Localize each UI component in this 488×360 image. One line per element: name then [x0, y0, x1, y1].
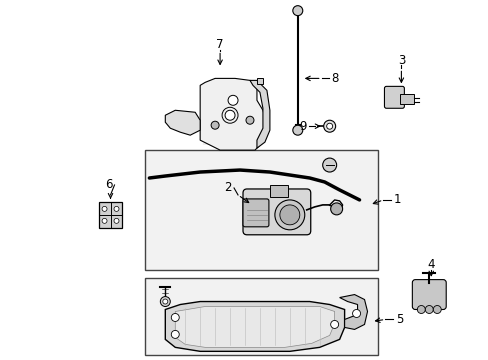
- Circle shape: [163, 299, 167, 304]
- FancyBboxPatch shape: [411, 280, 446, 310]
- Bar: [145, 278, 378, 355]
- Bar: [400, 94, 413, 104]
- Circle shape: [274, 200, 304, 230]
- Circle shape: [292, 125, 302, 135]
- Polygon shape: [249, 80, 269, 148]
- FancyBboxPatch shape: [384, 86, 404, 108]
- FancyBboxPatch shape: [243, 189, 310, 235]
- Circle shape: [330, 320, 338, 328]
- Circle shape: [171, 314, 179, 321]
- Circle shape: [330, 203, 342, 215]
- Circle shape: [352, 310, 360, 318]
- Text: 8: 8: [330, 72, 338, 85]
- Circle shape: [102, 206, 107, 211]
- Circle shape: [224, 110, 235, 120]
- Text: 4: 4: [427, 258, 434, 271]
- Text: 6: 6: [104, 179, 112, 192]
- Circle shape: [245, 116, 253, 124]
- Text: 1: 1: [393, 193, 400, 206]
- Circle shape: [227, 95, 238, 105]
- Polygon shape: [200, 78, 266, 150]
- Text: 9: 9: [299, 120, 306, 133]
- Circle shape: [102, 219, 107, 223]
- Text: 5: 5: [395, 313, 402, 326]
- Polygon shape: [339, 294, 367, 329]
- Circle shape: [114, 206, 119, 211]
- Circle shape: [279, 205, 299, 225]
- Circle shape: [171, 330, 179, 338]
- FancyBboxPatch shape: [243, 199, 268, 227]
- Circle shape: [425, 306, 432, 314]
- Text: 7: 7: [216, 38, 224, 51]
- Circle shape: [432, 306, 440, 314]
- Text: 2: 2: [224, 181, 231, 194]
- Polygon shape: [175, 306, 334, 347]
- Circle shape: [322, 158, 336, 172]
- Circle shape: [211, 121, 219, 129]
- Circle shape: [292, 6, 302, 15]
- Polygon shape: [165, 110, 200, 135]
- Bar: [269, 185, 287, 197]
- Circle shape: [416, 306, 425, 314]
- Polygon shape: [256, 78, 263, 84]
- Circle shape: [326, 123, 332, 129]
- Polygon shape: [165, 302, 344, 351]
- Bar: [145, 150, 378, 270]
- Circle shape: [323, 120, 335, 132]
- Circle shape: [114, 219, 119, 223]
- Circle shape: [160, 297, 170, 306]
- Text: 3: 3: [397, 54, 404, 67]
- Bar: [99, 202, 122, 228]
